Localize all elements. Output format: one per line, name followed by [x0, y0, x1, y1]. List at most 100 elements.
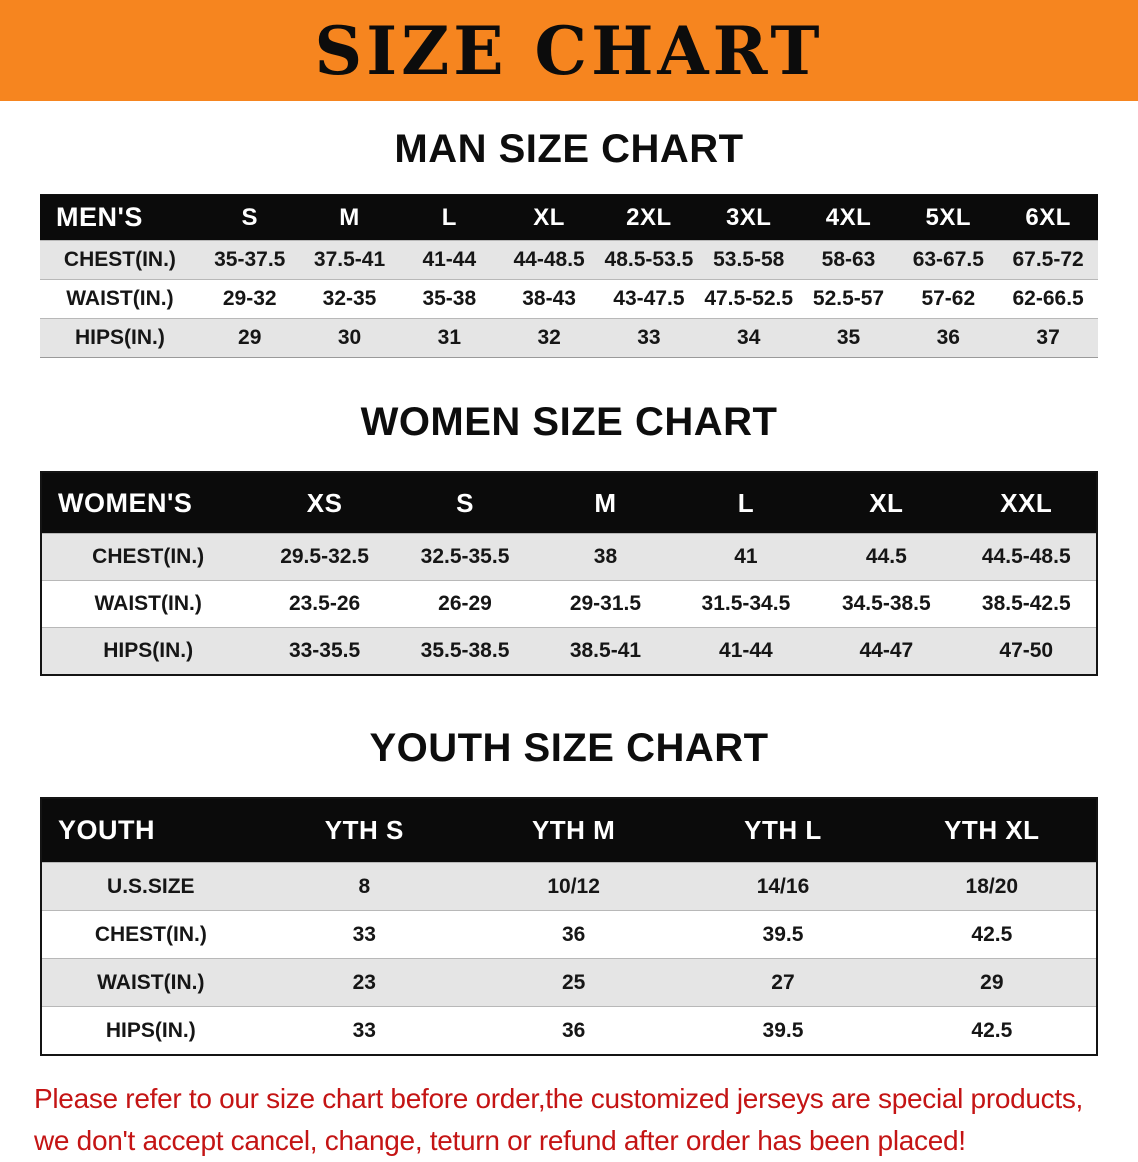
size-value: 37.5-41	[299, 240, 400, 280]
size-value: 62-66.5	[998, 279, 1098, 319]
size-column-header: 3XL	[698, 194, 799, 241]
table-corner-label: YOUTH	[41, 798, 260, 863]
size-value: 36	[898, 318, 999, 358]
size-value: 31	[399, 318, 500, 358]
size-value: 39.5	[678, 1006, 888, 1055]
size-value: 52.5-57	[798, 279, 899, 319]
size-value: 38	[535, 533, 676, 581]
size-value: 33	[599, 318, 699, 358]
size-value: 30	[299, 318, 400, 358]
size-value: 29	[887, 958, 1097, 1007]
size-value: 32-35	[299, 279, 400, 319]
size-value: 8	[259, 862, 469, 911]
size-column-header: 4XL	[798, 194, 899, 241]
table-corner-label: WOMEN'S	[41, 472, 255, 534]
table-row: CHEST(IN.) 29.5-32.5 32.5-35.5 38 41 44.5 44.5…	[41, 533, 1097, 581]
size-column-header: XXL	[956, 472, 1097, 534]
size-value: 33	[259, 910, 469, 959]
size-value: 41-44	[675, 627, 817, 675]
size-value: 41	[675, 533, 817, 581]
size-value: 42.5	[887, 910, 1097, 959]
size-value: 42.5	[887, 1006, 1097, 1055]
size-column-header: M	[535, 472, 676, 534]
men-section-title: MAN SIZE CHART	[394, 127, 744, 171]
size-column-header: YTH L	[678, 798, 888, 863]
size-value: 36	[468, 1006, 679, 1055]
women-size-table: WOMEN'S XS S M L XL XXL CHEST(IN.) 29.5-32.5 32.5…	[40, 471, 1098, 676]
size-value: 44-47	[816, 627, 957, 675]
table-corner-label: MEN'S	[40, 194, 200, 241]
row-label: WAIST(IN.)	[40, 279, 200, 319]
disclaimer-line-2: we don't accept cancel, change, teturn o…	[34, 1125, 966, 1156]
size-column-header: S	[394, 472, 536, 534]
youth-section-title: YOUTH SIZE CHART	[369, 726, 769, 770]
table-row: HIPS(IN.) 33-35.5 35.5-38.5 38.5-41 41-44 44-…	[41, 627, 1097, 675]
size-column-header: YTH S	[259, 798, 469, 863]
size-value: 63-67.5	[898, 240, 999, 280]
size-column-header: S	[199, 194, 300, 241]
size-column-header: XL	[499, 194, 600, 241]
size-column-header: M	[299, 194, 400, 241]
size-value: 57-62	[898, 279, 999, 319]
size-value: 14/16	[678, 862, 888, 911]
size-value: 43-47.5	[599, 279, 699, 319]
size-value: 38.5-42.5	[956, 580, 1097, 628]
size-value: 26-29	[394, 580, 536, 628]
youth-section: YOUTH SIZE CHART YOUTH YTH S YTH M YTH L YTH…	[0, 726, 1138, 1056]
row-label: WAIST(IN.)	[41, 580, 255, 628]
size-value: 29	[199, 318, 300, 358]
size-value: 44.5	[816, 533, 957, 581]
size-value: 10/12	[468, 862, 679, 911]
table-row: HIPS(IN.) 29 30 31 32 33 34 35 36 37	[40, 318, 1098, 358]
youth-size-table: YOUTH YTH S YTH M YTH L YTH XL U.S.SIZE 8 10/12…	[40, 797, 1098, 1056]
size-value: 41-44	[399, 240, 500, 280]
size-value: 33-35.5	[254, 627, 395, 675]
size-value: 48.5-53.5	[599, 240, 699, 280]
size-value: 34	[698, 318, 799, 358]
size-value: 29-31.5	[535, 580, 676, 628]
row-label: WAIST(IN.)	[41, 958, 260, 1007]
size-value: 44.5-48.5	[956, 533, 1097, 581]
women-section-title: WOMEN SIZE CHART	[360, 400, 778, 444]
size-value: 35	[798, 318, 899, 358]
table-header-row: MEN'S S M L XL 2XL 3XL 4XL 5XL 6XL	[40, 194, 1098, 241]
size-value: 27	[678, 958, 888, 1007]
disclaimer-line-1: Please refer to our size chart before or…	[34, 1083, 1084, 1114]
size-value: 47-50	[956, 627, 1097, 675]
size-column-header: YTH M	[468, 798, 679, 863]
disclaimer: Please refer to our size chart before or…	[0, 1078, 1138, 1162]
size-value: 23.5-26	[254, 580, 395, 628]
size-value: 38-43	[499, 279, 600, 319]
size-value: 38.5-41	[535, 627, 676, 675]
men-size-table: MEN'S S M L XL 2XL 3XL 4XL 5XL 6XL CHEST(IN.) 35-37…	[40, 194, 1098, 358]
size-value: 33	[259, 1006, 469, 1055]
size-value: 67.5-72	[998, 240, 1098, 280]
size-value: 32	[499, 318, 600, 358]
size-column-header: 2XL	[599, 194, 699, 241]
size-value: 34.5-38.5	[816, 580, 957, 628]
row-label: HIPS(IN.)	[40, 318, 200, 358]
row-label: CHEST(IN.)	[41, 910, 260, 959]
size-column-header: 6XL	[998, 194, 1098, 241]
size-value: 25	[468, 958, 679, 1007]
row-label: CHEST(IN.)	[41, 533, 255, 581]
size-value: 35-37.5	[199, 240, 300, 280]
row-label: U.S.SIZE	[41, 862, 260, 911]
banner: SIZE CHART	[0, 0, 1138, 101]
row-label: CHEST(IN.)	[40, 240, 200, 280]
table-row: CHEST(IN.) 33 36 39.5 42.5	[41, 910, 1097, 959]
size-value: 29-32	[199, 279, 300, 319]
row-label: HIPS(IN.)	[41, 1006, 260, 1055]
size-value: 32.5-35.5	[394, 533, 536, 581]
table-header-row: YOUTH YTH S YTH M YTH L YTH XL	[41, 798, 1097, 863]
table-row: WAIST(IN.) 23 25 27 29	[41, 958, 1097, 1007]
size-value: 35.5-38.5	[394, 627, 536, 675]
size-column-header: L	[399, 194, 500, 241]
size-value: 37	[998, 318, 1098, 358]
table-row: HIPS(IN.) 33 36 39.5 42.5	[41, 1006, 1097, 1055]
size-value: 47.5-52.5	[698, 279, 799, 319]
table-row: CHEST(IN.) 35-37.5 37.5-41 41-44 44-48.5 48.5…	[40, 240, 1098, 280]
size-column-header: XS	[254, 472, 395, 534]
size-value: 18/20	[887, 862, 1097, 911]
